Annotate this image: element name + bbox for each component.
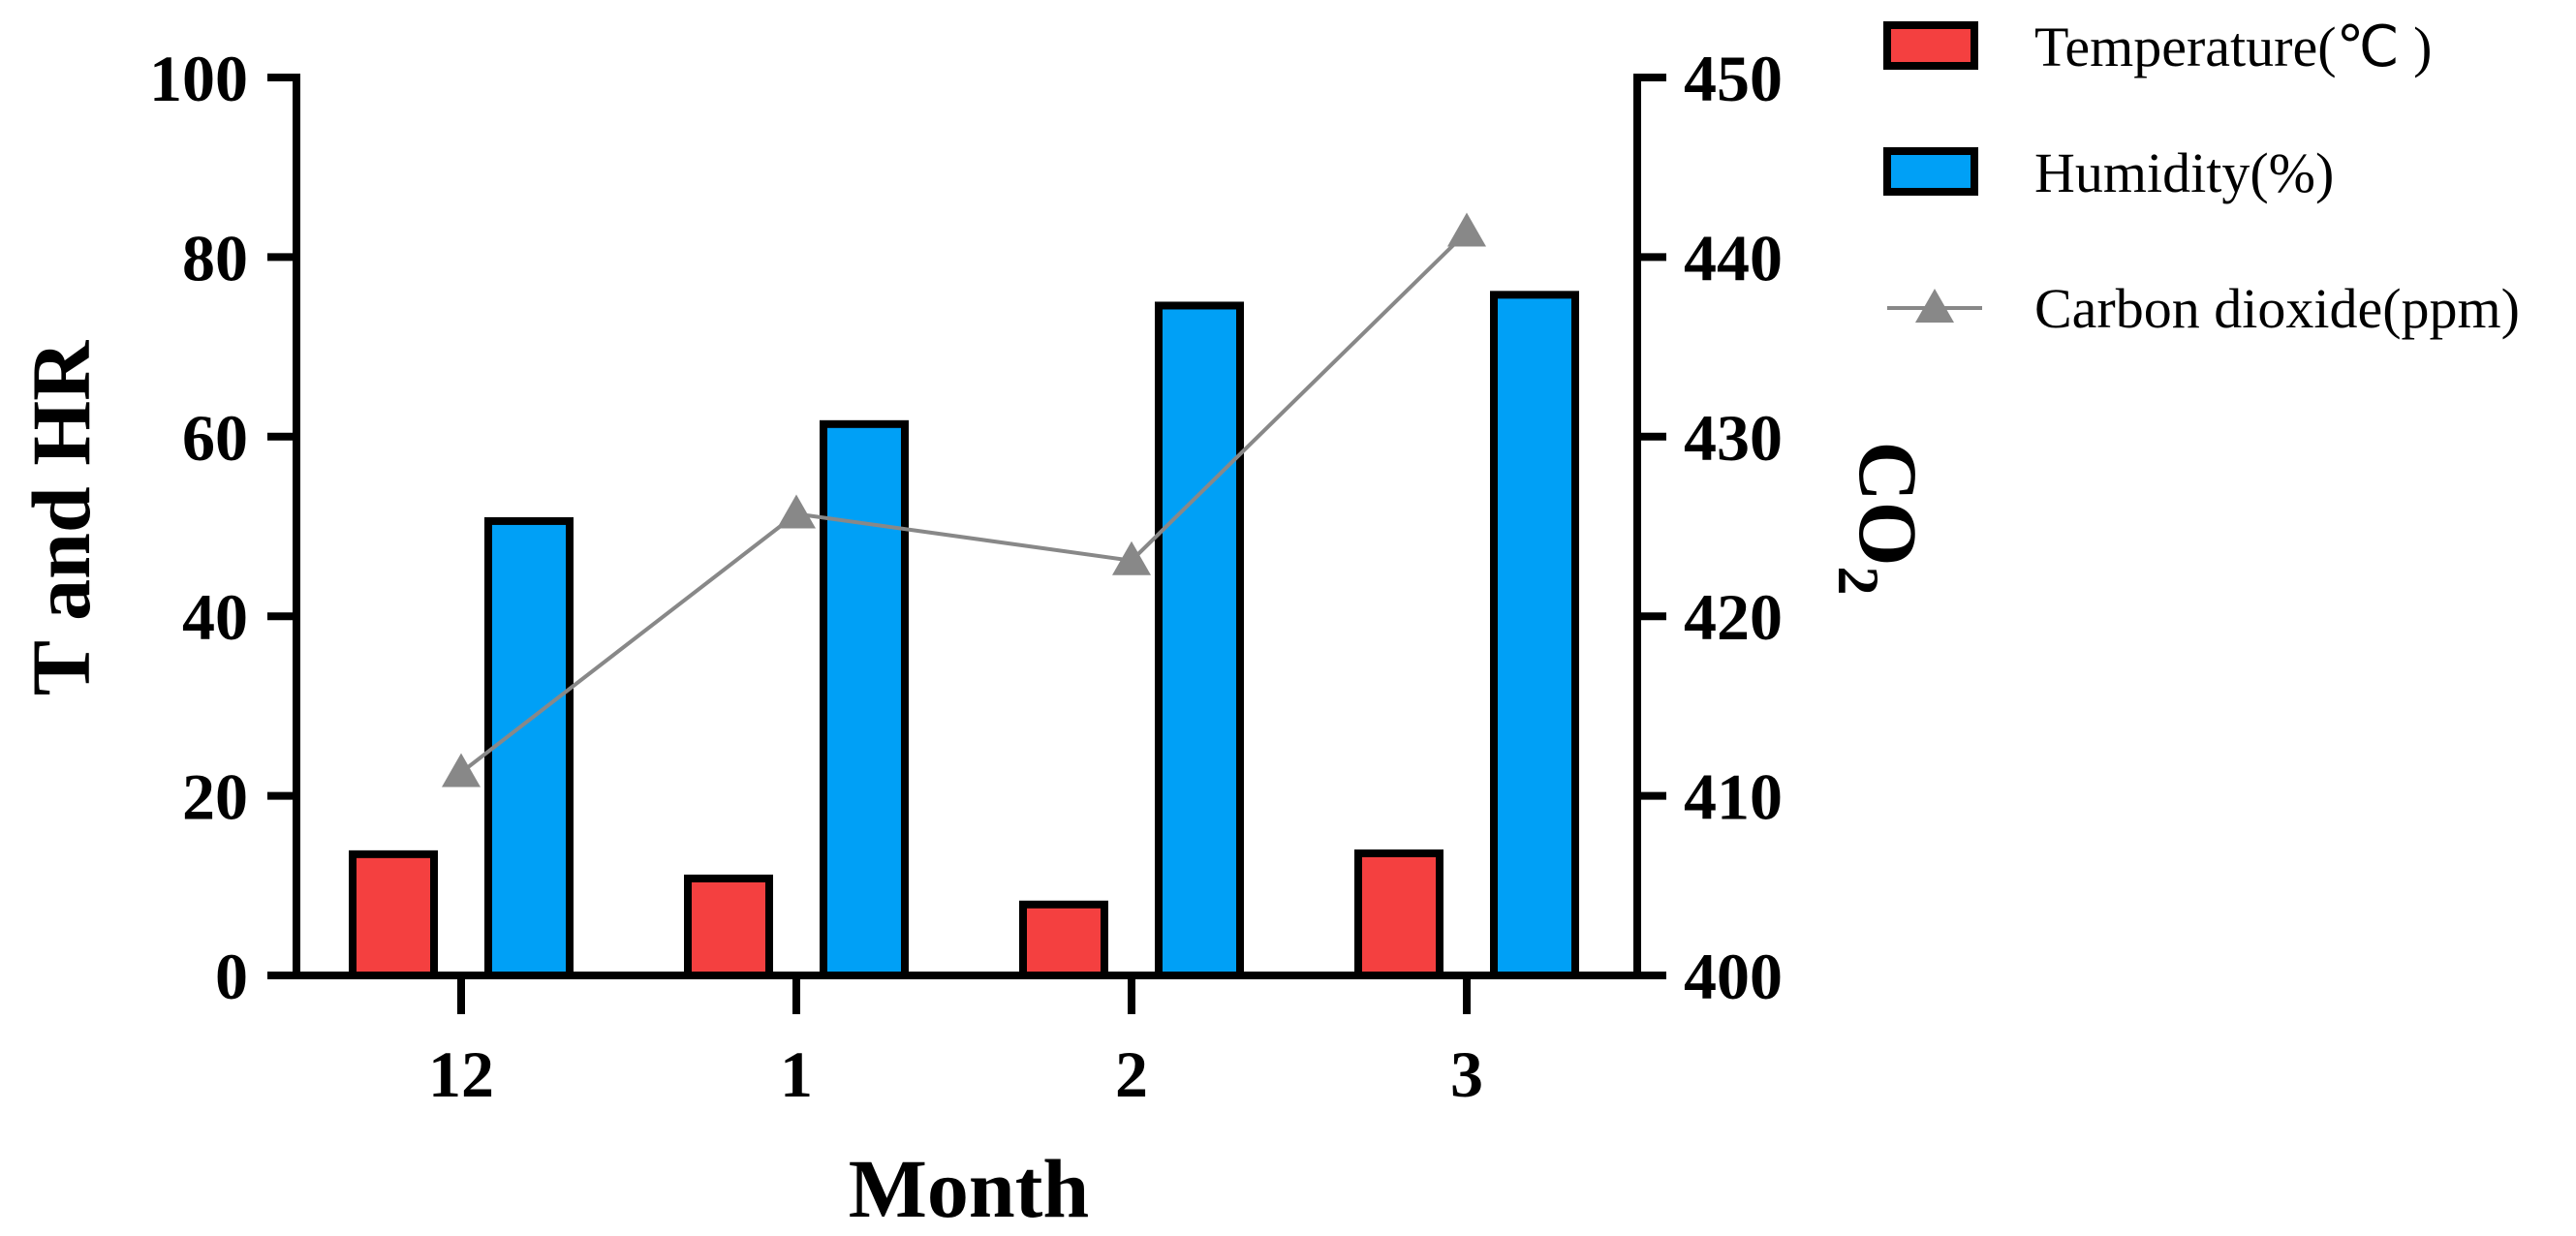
y2-tick-label: 450	[1684, 42, 1783, 115]
y2-axis-title: CO2	[1826, 442, 1935, 596]
y2-tick-label: 410	[1684, 760, 1783, 834]
y2-axis-title-main: CO	[1842, 442, 1935, 567]
y-tick-label: 100	[149, 42, 248, 115]
x-tick-label: 12	[428, 1037, 494, 1111]
legend-marker-co2	[1915, 289, 1954, 323]
x-tick-label: 3	[1450, 1037, 1483, 1111]
bar-humidity-2	[1155, 301, 1244, 979]
y-tick-label: 60	[182, 401, 248, 475]
y2-tick-label: 430	[1684, 401, 1783, 475]
y-axis-title: T and HR	[15, 340, 108, 695]
x-axis-title: Month	[849, 1142, 1089, 1235]
y-tick-label: 40	[182, 580, 248, 654]
co2-point-2	[1112, 541, 1151, 575]
y2-tick-label: 420	[1684, 580, 1783, 654]
bar-temperature-3	[1354, 849, 1443, 979]
y2-tick-label: 440	[1684, 221, 1783, 294]
co2-point-3	[1447, 212, 1486, 247]
bar-humidity-1	[820, 419, 909, 979]
legend-swatch-humidity	[1883, 147, 1978, 196]
legend: Temperature(℃ ) Humidity(%) Carbon dioxide…	[1883, 15, 2520, 340]
bar-temperature-12	[349, 850, 438, 979]
co2-point-12	[442, 753, 481, 788]
y-tick-label: 80	[182, 221, 248, 294]
legend-label-temperature: Temperature(℃ )	[2034, 15, 2432, 78]
y-tick-label: 20	[182, 760, 248, 834]
bar-temperature-2	[1019, 900, 1108, 980]
x-tick-label: 1	[780, 1037, 813, 1111]
co2-line	[459, 231, 1469, 775]
bar-humidity-12	[484, 516, 574, 979]
bars-layer	[349, 291, 1579, 980]
y2-tick-label: 400	[1684, 940, 1783, 1013]
y2-axis-title-sub: 2	[1826, 567, 1890, 596]
co2-point-1	[777, 494, 816, 529]
co2-line-layer	[442, 212, 1486, 788]
bar-humidity-3	[1490, 291, 1579, 980]
y-tick-label: 0	[215, 940, 248, 1013]
legend-swatch-temperature	[1883, 21, 1978, 70]
x-tick-label: 2	[1115, 1037, 1148, 1111]
legend-label-humidity: Humidity(%)	[2034, 141, 2334, 204]
legend-label-co2: Carbon dioxide(ppm)	[2034, 277, 2520, 340]
bar-temperature-1	[684, 874, 773, 979]
